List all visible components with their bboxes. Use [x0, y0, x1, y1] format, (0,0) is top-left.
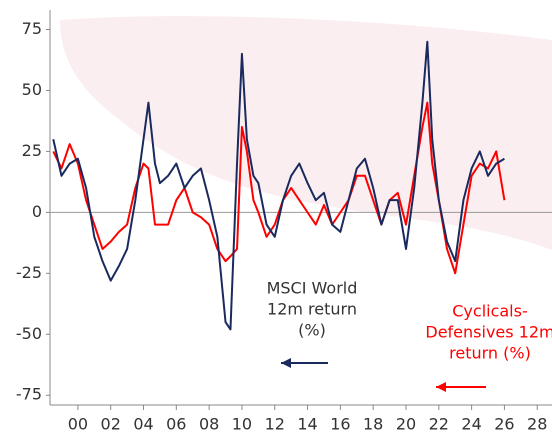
series-label: return (%): [449, 344, 531, 363]
x-tick-label: 20: [396, 415, 416, 434]
y-tick-label: -25: [16, 263, 42, 282]
series-label: Defensives 12m: [425, 323, 552, 342]
series-label: Cyclicals-: [452, 302, 527, 321]
y-tick-label: -75: [16, 385, 42, 404]
y-tick-label: 50: [22, 80, 42, 99]
x-tick-label: 12: [265, 415, 285, 434]
x-tick-label: 22: [429, 415, 449, 434]
x-tick-label: 14: [297, 415, 317, 434]
series-label: (%): [298, 321, 326, 340]
x-tick-label: 06: [166, 415, 186, 434]
x-tick-label: 18: [363, 415, 383, 434]
y-tick-label: -50: [16, 324, 42, 343]
x-tick-label: 02: [101, 415, 121, 434]
arrow-head: [436, 382, 446, 392]
x-tick-label: 00: [68, 415, 88, 434]
x-tick-label: 28: [527, 415, 547, 434]
y-tick-label: 75: [22, 19, 42, 38]
chart: 75 50 25 0 -25 -50 -75 00 02 04 06 08 10 12 14 16 18 20 22…: [0, 0, 552, 442]
x-tick-label: 04: [133, 415, 153, 434]
x-tick-label: 10: [232, 415, 252, 434]
series-label: 12m return: [267, 300, 357, 319]
x-tick-label: 16: [330, 415, 350, 434]
y-tick-label: 0: [32, 202, 42, 221]
x-tick-label: 24: [461, 415, 481, 434]
x-tick-label: 08: [199, 415, 219, 434]
x-tick-label: 26: [494, 415, 514, 434]
series-label: MSCI World: [267, 279, 358, 298]
y-tick-label: 25: [22, 141, 42, 160]
arrow-head: [281, 358, 291, 368]
